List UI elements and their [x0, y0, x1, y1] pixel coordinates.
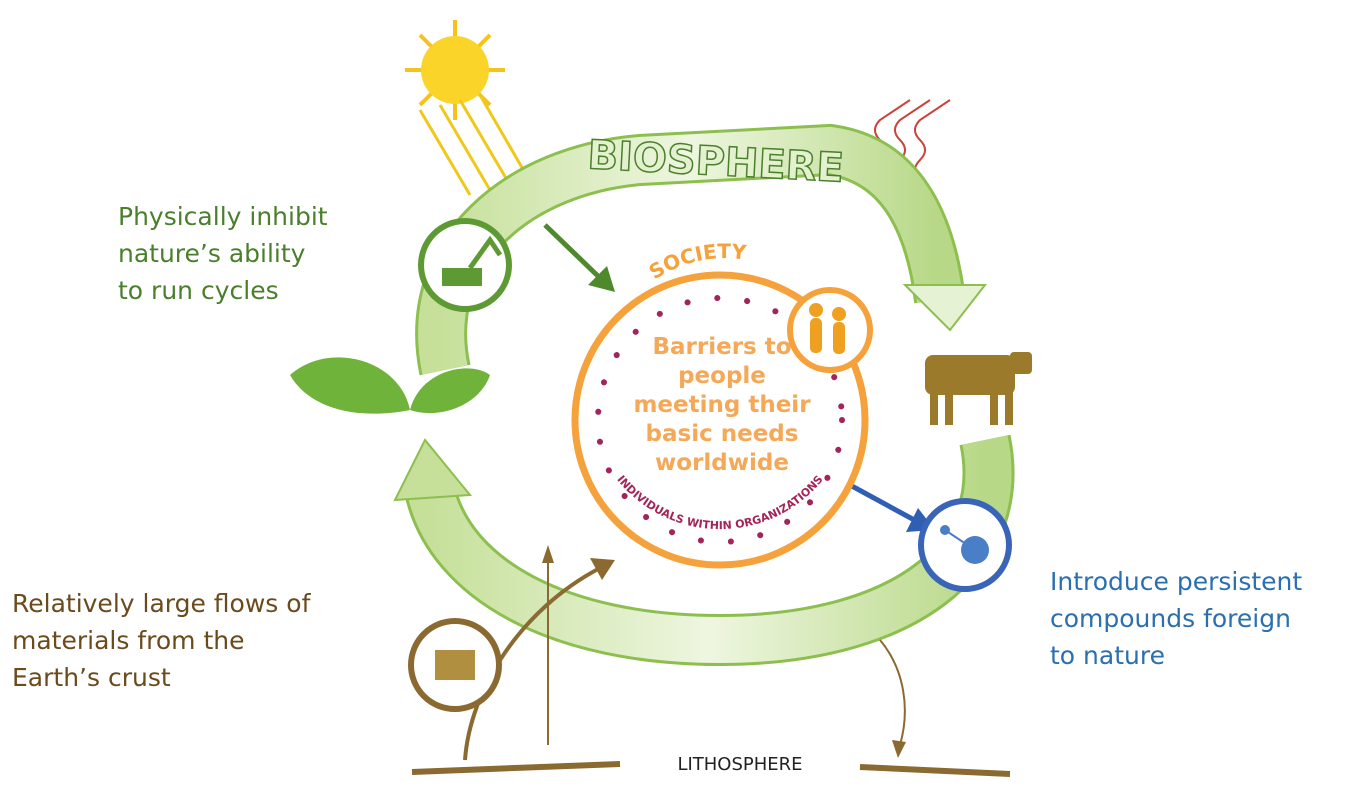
annotation-line: materials from the — [12, 626, 244, 655]
annotation-line: compounds foreign — [1050, 604, 1291, 633]
center-line: basic needs — [646, 421, 799, 447]
center-line: meeting their — [633, 392, 811, 418]
annotation-line: Physically inhibit — [118, 202, 328, 231]
annotation-line: Earth’s crust — [12, 663, 171, 692]
cow — [925, 352, 1032, 425]
sun — [405, 20, 528, 195]
center-text: Barriers to people meeting their basic need… — [633, 334, 811, 476]
annotation-line: Introduce persistent — [1050, 567, 1302, 596]
annotation-line: Relatively large flows of — [12, 589, 312, 618]
center-line: Barriers to — [652, 334, 791, 360]
annotation-line: to nature — [1050, 641, 1165, 670]
center-line: worldwide — [655, 450, 789, 476]
annotation-line: nature’s ability — [118, 239, 306, 268]
annotation-line: to run cycles — [118, 276, 279, 305]
lithosphere-label: LITHOSPHERE — [677, 754, 802, 775]
center-line: people — [678, 363, 766, 389]
diagram: BIOSPHERE LITHOSPHERE — [0, 0, 1362, 793]
